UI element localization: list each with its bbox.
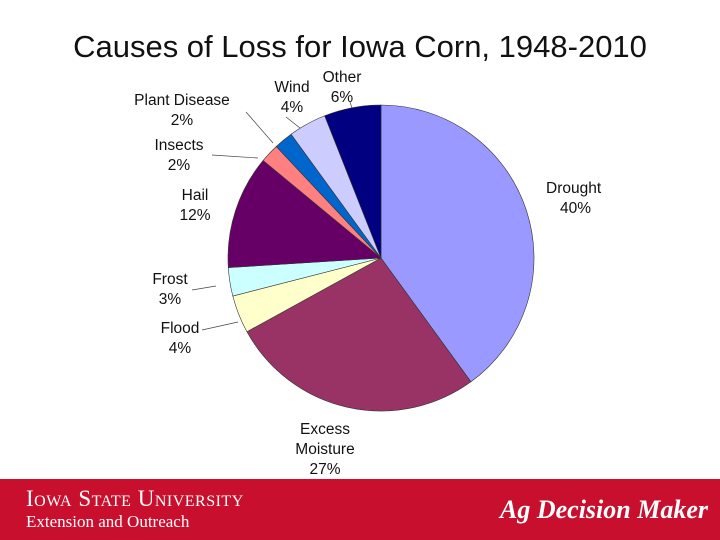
university-wordmark: Iowa State University [26, 486, 244, 511]
leader-line-plant-disease [245, 111, 274, 144]
slice-label-excess-moisture: Excess Moisture 27% [295, 421, 354, 478]
extension-outreach-text: Extension and Outreach [26, 512, 190, 531]
pie-chart: Drought 40% Excess Moisture 27% Flood 4% Frost 3… [134, 69, 602, 478]
slice-label-other: Other 6% [323, 69, 362, 106]
leader-line-wind [285, 116, 301, 129]
pie-slice-hail [227, 160, 382, 268]
leader-line-insects [211, 154, 259, 159]
slice-label-insects: Insects 2% [154, 137, 203, 174]
chart-title: Causes of Loss for Iowa Corn, 1948-2010 [73, 29, 647, 64]
slice-label-hail: Hail 12% [179, 187, 210, 224]
slice-label-frost: Frost 3% [152, 271, 188, 308]
slice-label-flood: Flood 4% [161, 320, 200, 357]
slice-label-plant-disease: Plant Disease 2% [134, 92, 230, 129]
footer-banner: Iowa State University Extension and Outr… [0, 479, 720, 540]
leader-line-frost [191, 285, 217, 291]
leader-line-flood [201, 321, 239, 331]
ag-decision-maker-logo: Ag Decision Maker [500, 495, 708, 524]
pie-slice-drought [380, 104, 535, 383]
pie-slice-other [324, 104, 382, 259]
pie-slice-excess-moisture [246, 257, 472, 412]
slice-label-wind: Wind 4% [274, 79, 309, 116]
leader-line-other [349, 101, 353, 109]
slice-label-drought: Drought 40% [546, 180, 602, 217]
